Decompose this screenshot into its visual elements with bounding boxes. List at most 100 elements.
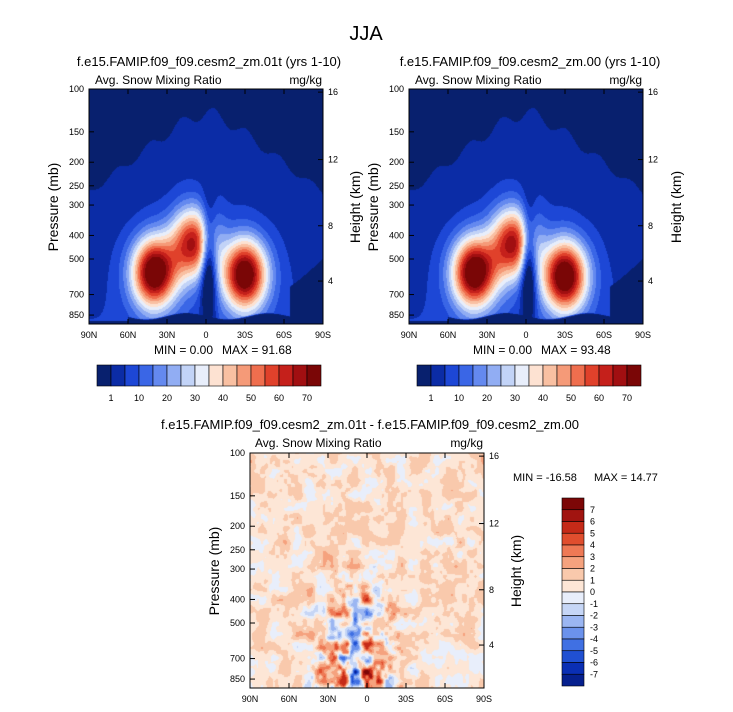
colorbar-label: -7	[590, 669, 598, 679]
colorbar-box	[612, 364, 628, 387]
xtick-label: 90N	[81, 330, 98, 340]
panel-left-max: MAX = 91.68	[222, 343, 292, 357]
panel-left-units: mg/kg	[289, 73, 322, 87]
panel-right-title: f.e15.FAMIP.f09_f09.cesm2_zm.00 (yrs 1-1…	[400, 54, 661, 69]
ytick-label: 200	[69, 157, 84, 167]
xtick-label: 0	[203, 330, 208, 340]
panel-right-units: mg/kg	[609, 73, 642, 87]
colorbar-label: 60	[274, 393, 284, 403]
colorbar-label: 50	[246, 393, 256, 403]
xtick-label: 30N	[320, 694, 337, 704]
xtick-label: 60N	[120, 330, 137, 340]
ytick-label: 850	[69, 310, 84, 320]
ytick-label: 700	[389, 290, 404, 300]
colorbar-label: 70	[622, 393, 632, 403]
panel-diff-title: f.e15.FAMIP.f09_f09.cesm2_zm.01t - f.e15…	[161, 417, 579, 432]
panel-diff-min: MIN = -16.58	[513, 472, 577, 484]
colorbar-box	[194, 364, 210, 387]
panel-diff-axes: 90N 60N 30N 0 30S 60S 90S 100 150 200 250 300 400 500…	[230, 448, 499, 704]
ytick-right-label: 8	[328, 221, 333, 231]
colorbar-label: 10	[454, 393, 464, 403]
panel-right-colorbar: 1 10 20 30 40 50 60 70	[416, 364, 642, 403]
ytick-label: 200	[230, 521, 245, 531]
colorbar-box	[561, 497, 585, 511]
colorbar-box	[110, 364, 126, 387]
colorbar-label: -6	[590, 658, 598, 668]
colorbar-box	[561, 626, 585, 640]
xtick-label: 30S	[557, 330, 573, 340]
colorbar-label: 2	[590, 564, 595, 574]
panel-left-min: MIN = 0.00	[154, 343, 213, 357]
colorbar-box	[124, 364, 140, 387]
ytick-label: 700	[69, 290, 84, 300]
ytick-label: 100	[389, 84, 404, 94]
ytick-label: 100	[230, 448, 245, 458]
panel-diff-subtitle: Avg. Snow Mixing Ratio	[255, 436, 382, 450]
colorbar-box	[236, 364, 252, 387]
colorbar-box	[561, 521, 585, 534]
ytick-label: 300	[389, 200, 404, 210]
colorbar-box	[96, 364, 112, 387]
colorbar-box	[561, 544, 585, 558]
xtick-label: 90S	[315, 330, 331, 340]
colorbar-box	[264, 364, 280, 387]
colorbar-label: 4	[590, 540, 595, 550]
xtick-label: 90S	[476, 694, 492, 704]
xtick-label: 0	[364, 694, 369, 704]
colorbar-box	[208, 364, 224, 387]
colorbar-label: 20	[482, 393, 492, 403]
ytick-right-label: 8	[648, 221, 653, 231]
ytick-label: 400	[69, 230, 84, 240]
colorbar-label: 7	[590, 505, 595, 515]
ytick-label: 100	[69, 84, 84, 94]
panel-left-ylabel-right: Height (km)	[347, 171, 363, 243]
colorbar-box	[222, 364, 238, 387]
ytick-right-label: 12	[489, 519, 499, 529]
colorbar-label: 1	[590, 575, 595, 585]
colorbar-box	[556, 364, 572, 387]
panel-right: f.e15.FAMIP.f09_f09.cesm2_zm.00 (yrs 1-1…	[365, 54, 684, 403]
colorbar-box	[472, 364, 488, 387]
ytick-label: 500	[389, 254, 404, 264]
xtick-label: 60N	[281, 694, 298, 704]
colorbar-box	[626, 364, 642, 387]
ytick-label: 400	[230, 594, 245, 604]
colorbar-box	[500, 364, 516, 387]
colorbar-box	[486, 364, 502, 387]
colorbar-label: 1	[428, 393, 433, 403]
panel-diff: f.e15.FAMIP.f09_f09.cesm2_zm.01t - f.e15…	[161, 417, 658, 704]
colorbar-box	[561, 650, 585, 663]
colorbar-label: -1	[590, 599, 598, 609]
ytick-right-label: 12	[648, 155, 658, 165]
panel-right-subtitle: Avg. Snow Mixing Ratio	[415, 73, 542, 87]
colorbar-box	[561, 568, 585, 581]
colorbar-label: -5	[590, 646, 598, 656]
colorbar-box	[278, 364, 294, 387]
panel-right-ylabel: Pressure (mb)	[365, 163, 381, 252]
colorbar-box	[570, 364, 586, 387]
colorbar-label: 10	[134, 393, 144, 403]
colorbar-box	[180, 364, 196, 387]
ytick-right-label: 4	[648, 276, 653, 286]
figure-title: JJA	[349, 23, 383, 45]
ytick-right-label: 16	[328, 87, 338, 97]
ytick-label: 700	[230, 654, 245, 664]
ytick-label: 500	[230, 618, 245, 628]
colorbar-box	[561, 532, 585, 546]
colorbar-box	[166, 364, 182, 387]
xtick-label: 90N	[401, 330, 418, 340]
colorbar-box	[250, 364, 266, 387]
panel-diff-max: MAX = 14.77	[594, 472, 658, 484]
panel-right-min: MIN = 0.00	[473, 343, 532, 357]
ytick-right-label: 4	[489, 640, 494, 650]
ytick-right-label: 16	[648, 87, 658, 97]
ytick-right-label: 4	[328, 276, 333, 286]
ytick-label: 850	[230, 674, 245, 684]
colorbar-box	[584, 364, 600, 387]
xtick-label: 0	[523, 330, 528, 340]
panel-right-heatmap	[408, 88, 644, 325]
ytick-label: 150	[389, 127, 404, 137]
ytick-label: 250	[389, 181, 404, 191]
colorbar-box	[561, 603, 585, 616]
